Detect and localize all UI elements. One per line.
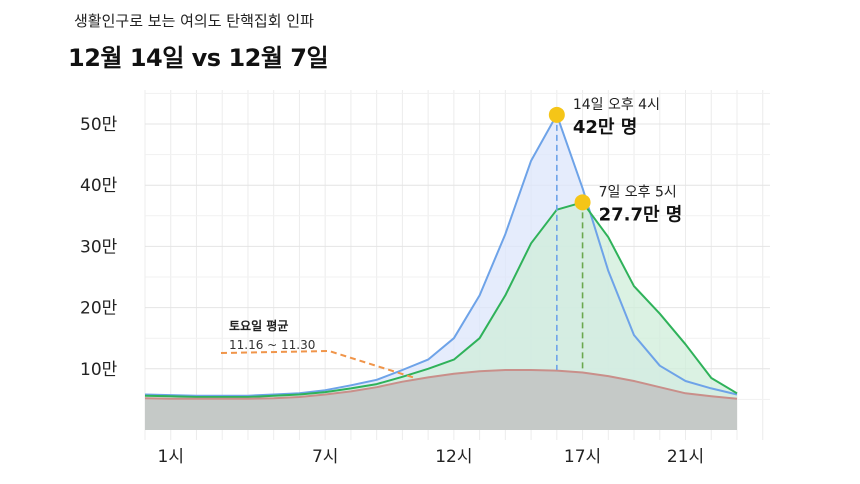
area-fills (145, 114, 737, 431)
axis-labels: 10만 20만 30만 40만 50만 1시 7시 12시 17시 21시 (80, 115, 704, 467)
chart-subtitle: 생활인구로 보는 여의도 탄핵집회 인파 (74, 12, 314, 30)
series-lines (144, 113, 738, 400)
y-tick-label: 10만 (80, 360, 118, 380)
x-tick-label: 17시 (564, 447, 601, 467)
saturday-avg-range: 11.16 ~ 11.30 (229, 338, 315, 352)
x-tick-label: 21시 (667, 447, 704, 467)
chart-title: 12월 14일 vs 12월 7일 (68, 44, 329, 72)
x-tick-label: 12시 (435, 447, 472, 467)
x-tick-label: 1시 (158, 447, 184, 467)
y-tick-label: 20만 (80, 299, 118, 319)
peak-marker (548, 106, 565, 123)
area-saturday-avg (145, 370, 737, 430)
peak-time-label: 7일 오후 5시 (599, 184, 677, 200)
line-saturday-avg (144, 369, 738, 400)
peak-time-label: 14일 오후 4시 (573, 97, 660, 113)
x-tick-label: 7시 (312, 447, 338, 467)
peak-annotations: 토요일 평균 11.16 ~ 11.30 14일 오후 4시 42만 명 7일 오후 5… (220, 97, 683, 379)
peak-marker (574, 194, 591, 211)
saturday-avg-label: 토요일 평균 (229, 319, 288, 333)
y-tick-label: 40만 (80, 176, 118, 196)
saturday-avg-pointer (220, 349, 416, 379)
line-dec14 (144, 113, 738, 397)
line-dec7 (144, 201, 738, 398)
peak-count-label: 42만 명 (573, 117, 637, 138)
y-tick-label: 50만 (80, 115, 118, 135)
y-tick-label: 30만 (80, 237, 118, 257)
peak-count-label: 27.7만 명 (599, 204, 683, 225)
